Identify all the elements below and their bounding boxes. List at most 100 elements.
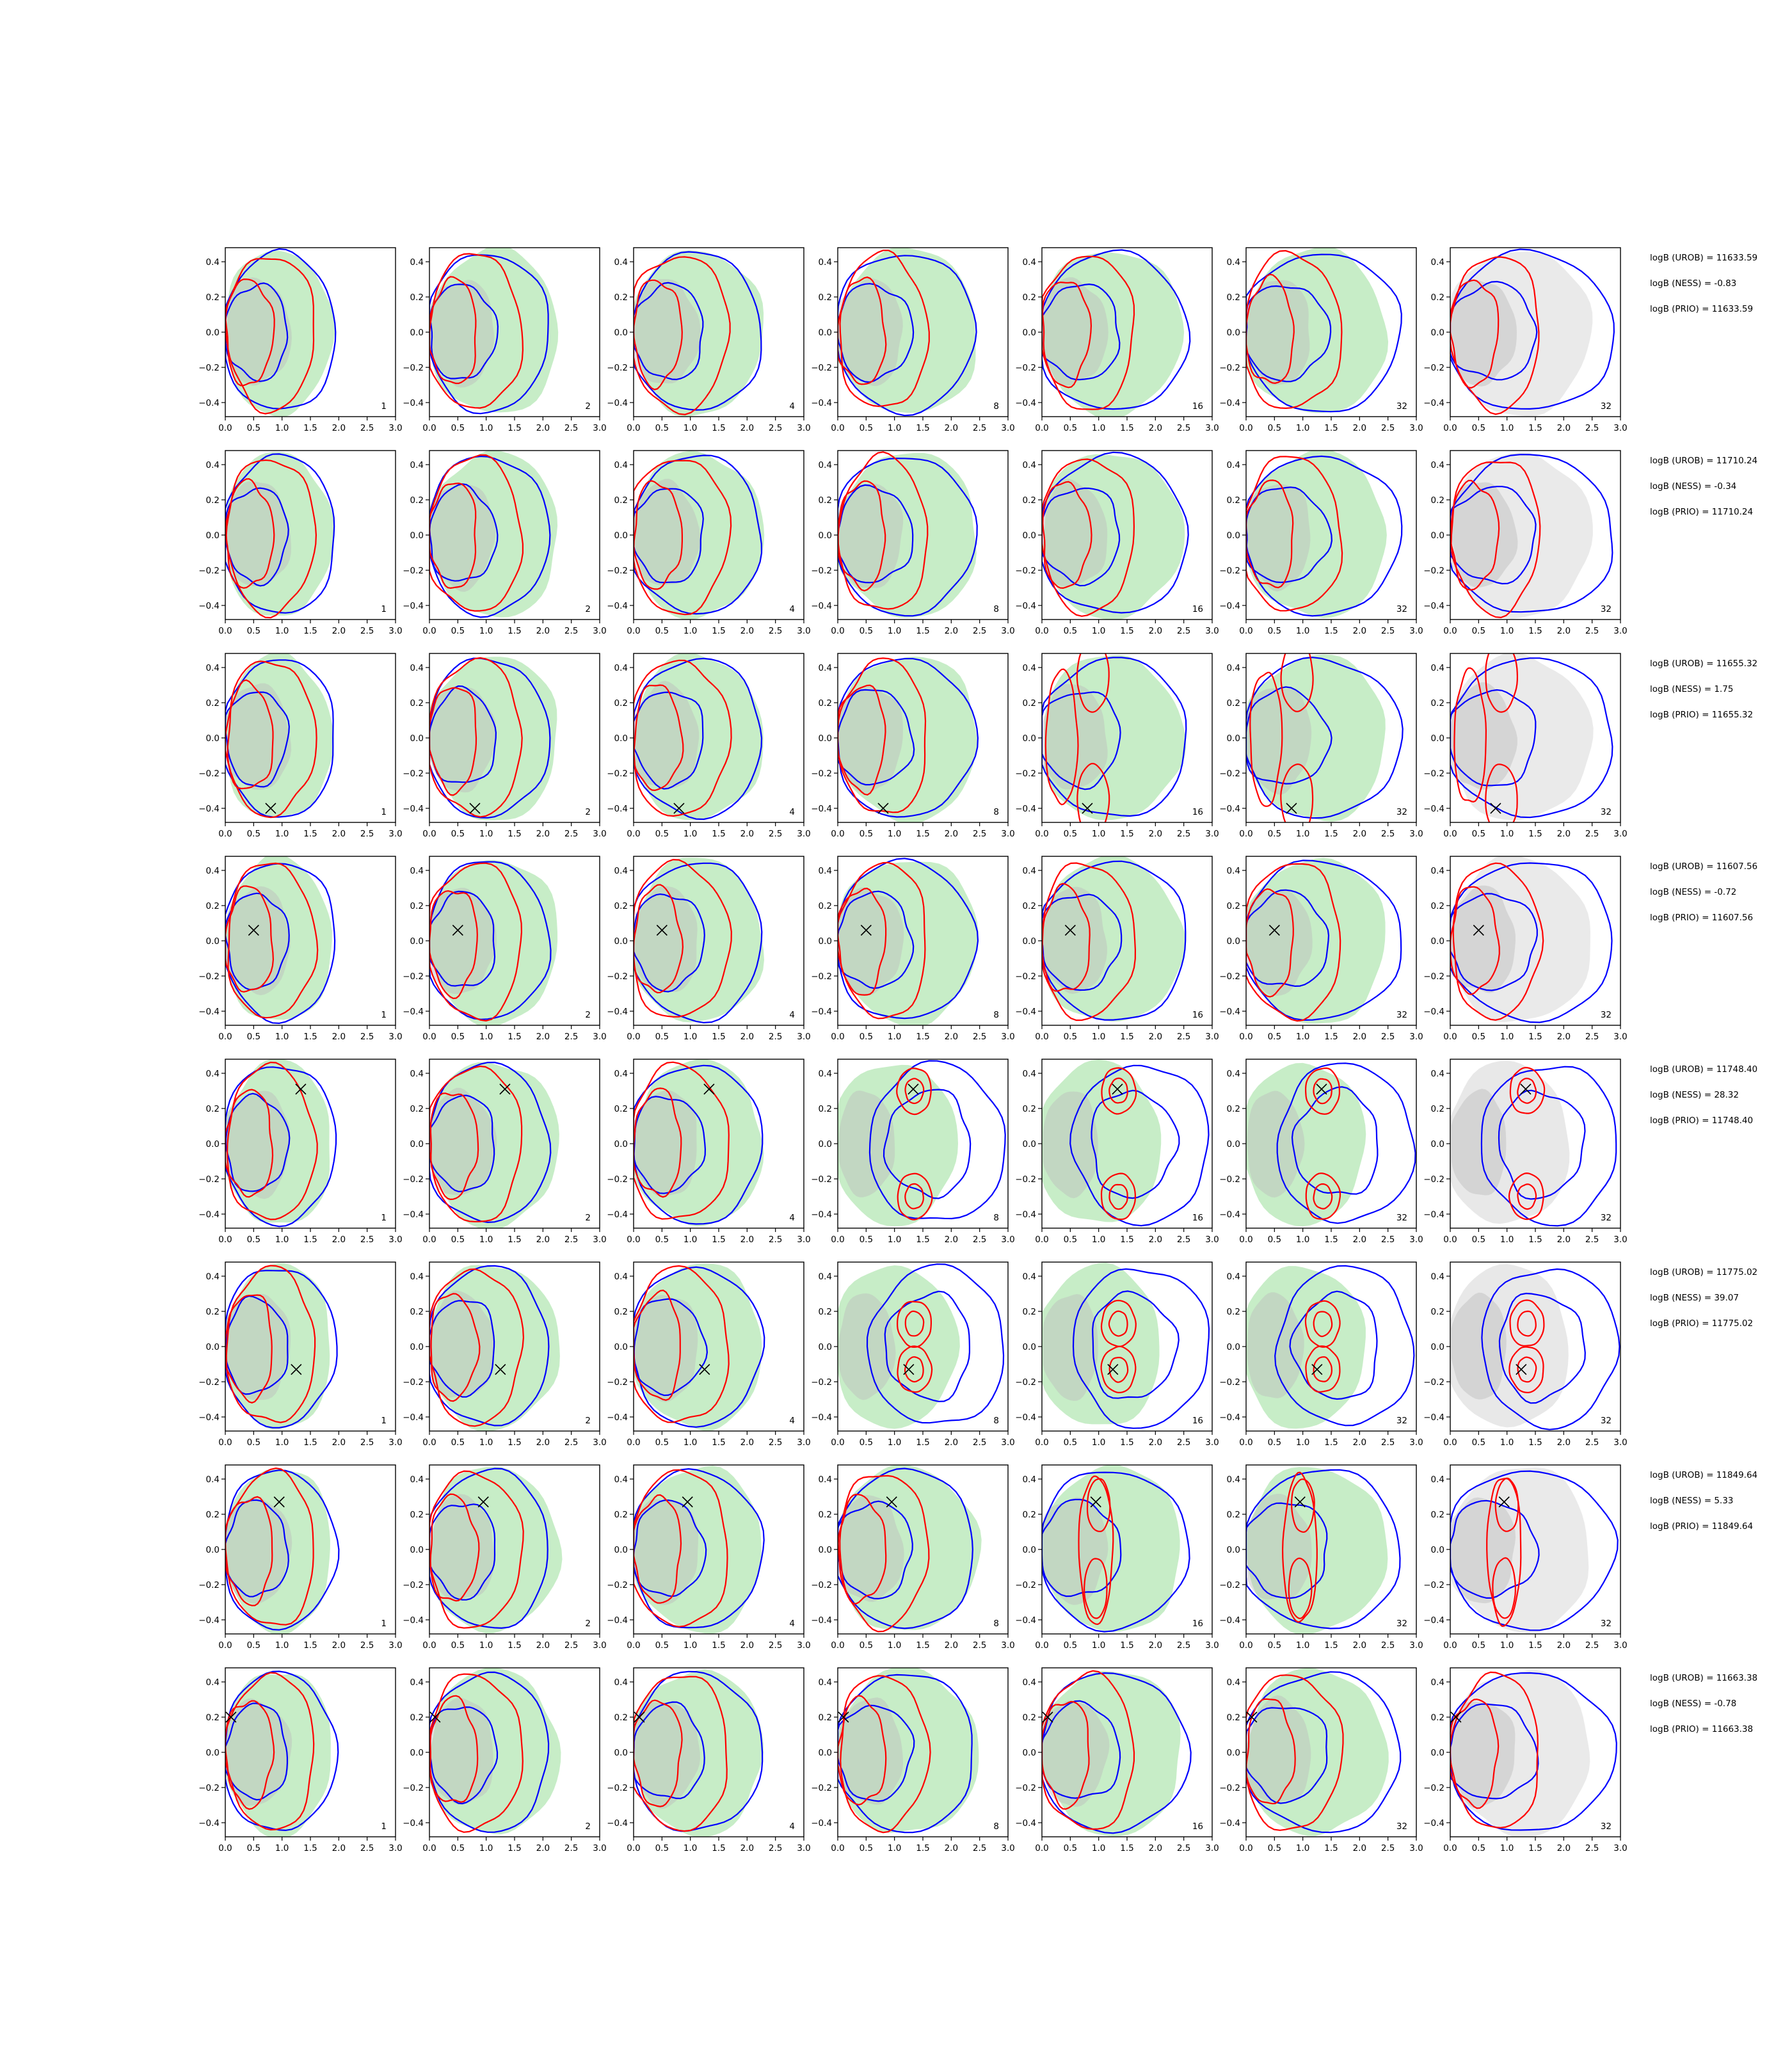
logb-ness-label: logB (NESS) = -0.72 bbox=[1650, 887, 1737, 897]
x-tick-label: 1.0 bbox=[888, 626, 901, 636]
red-contour bbox=[429, 657, 523, 818]
blue-contour bbox=[838, 1704, 915, 1802]
panel-number-label: 32 bbox=[1396, 807, 1407, 817]
x-tick-label: 1.0 bbox=[275, 1843, 289, 1853]
x-tick-label: 1.5 bbox=[1324, 1032, 1338, 1042]
panel-number-label: 32 bbox=[1601, 1213, 1612, 1223]
true-value-marker bbox=[673, 803, 685, 814]
y-tick-label: −0.4 bbox=[607, 1818, 628, 1828]
density-fill bbox=[1450, 1468, 1589, 1633]
x-tick-label: 1.0 bbox=[275, 1437, 289, 1448]
red-contour bbox=[1313, 1078, 1332, 1105]
y-tick-label: −0.4 bbox=[811, 398, 832, 408]
y-tick-label: 0.0 bbox=[206, 328, 220, 338]
y-tick-label: 0.0 bbox=[1431, 328, 1444, 338]
x-tick-label: 0.5 bbox=[860, 1235, 873, 1245]
panel-number-label: 2 bbox=[585, 604, 591, 614]
y-tick-label: 0.2 bbox=[614, 1307, 628, 1317]
y-tick-label: 0.2 bbox=[1023, 1510, 1036, 1520]
red-contour bbox=[1450, 461, 1541, 619]
red-contour bbox=[1100, 1345, 1137, 1394]
x-tick-label: 0.0 bbox=[1443, 1437, 1457, 1448]
red-contour bbox=[1042, 1670, 1135, 1830]
x-tick-label: 2.5 bbox=[360, 1032, 374, 1042]
x-tick-label: 0.0 bbox=[831, 1640, 844, 1651]
panel-number-label: 16 bbox=[1192, 1821, 1203, 1832]
logb-ness-label: logB (NESS) = -0.83 bbox=[1650, 278, 1737, 289]
density-fill bbox=[429, 657, 557, 820]
x-tick-label: 0.5 bbox=[451, 1032, 465, 1042]
density-fill bbox=[634, 250, 764, 417]
y-tick-label: 0.4 bbox=[819, 1069, 832, 1079]
y-tick-label: 0.4 bbox=[819, 1475, 832, 1485]
red-contour bbox=[1304, 1300, 1341, 1348]
density-fill bbox=[634, 1499, 699, 1605]
panel-number-label: 2 bbox=[585, 1619, 591, 1629]
red-contour bbox=[429, 253, 524, 409]
red-contour bbox=[634, 1265, 730, 1423]
y-tick-label: 0.0 bbox=[1431, 1139, 1444, 1149]
y-tick-label: −0.2 bbox=[1423, 972, 1444, 982]
blue-contour bbox=[1246, 486, 1333, 584]
x-tick-label: 0.0 bbox=[1443, 829, 1457, 839]
x-tick-label: 1.5 bbox=[1324, 626, 1338, 636]
x-tick-label: 3.0 bbox=[1613, 1437, 1627, 1448]
x-tick-label: 1.5 bbox=[1528, 829, 1542, 839]
x-tick-label: 0.5 bbox=[860, 626, 873, 636]
red-contour bbox=[896, 1300, 932, 1348]
x-tick-label: 1.5 bbox=[303, 1235, 317, 1245]
true-value-marker bbox=[656, 924, 668, 936]
blue-contour bbox=[634, 1670, 764, 1832]
density-fill bbox=[1451, 1701, 1516, 1808]
y-tick-label: −0.4 bbox=[198, 1210, 220, 1220]
x-tick-label: 1.0 bbox=[1296, 423, 1309, 433]
x-tick-label: 3.0 bbox=[1409, 1032, 1423, 1042]
true-value-marker bbox=[1082, 803, 1093, 814]
panel-number-label: 32 bbox=[1601, 807, 1612, 817]
density-fill bbox=[634, 479, 701, 586]
blue-contour bbox=[1498, 1089, 1586, 1200]
true-value-marker bbox=[1473, 924, 1484, 936]
y-tick-label: 0.0 bbox=[410, 1748, 424, 1758]
x-tick-label: 2.5 bbox=[1177, 1640, 1190, 1651]
y-tick-label: 0.0 bbox=[206, 1139, 220, 1149]
panel-r7-c7: 0.0 0.5 1.0 1.5 2.0 2.5 3.0 0.4 0.2 0.0 −0.2 −0.4 32 bbox=[1423, 1464, 1628, 1651]
x-tick-label: 2.5 bbox=[1381, 1235, 1395, 1245]
density-fill bbox=[838, 657, 977, 822]
x-tick-label: 0.5 bbox=[860, 1437, 873, 1448]
x-tick-label: 1.0 bbox=[1296, 1032, 1309, 1042]
panel-number-label: 1 bbox=[381, 401, 387, 412]
true-value-marker bbox=[1286, 803, 1297, 814]
true-value-marker bbox=[429, 1711, 441, 1723]
red-contour bbox=[1246, 1698, 1296, 1805]
y-tick-label: 0.2 bbox=[206, 292, 220, 303]
x-tick-label: 1.0 bbox=[275, 1235, 289, 1245]
blue-contour bbox=[1450, 248, 1615, 410]
red-contour bbox=[1249, 671, 1283, 807]
y-tick-label: 0.4 bbox=[614, 257, 628, 268]
y-tick-label: −0.4 bbox=[1015, 398, 1036, 408]
blue-contour bbox=[634, 1096, 707, 1194]
x-tick-label: 1.5 bbox=[712, 1843, 725, 1853]
y-tick-label: 0.2 bbox=[819, 1104, 832, 1114]
red-contour bbox=[1078, 1475, 1114, 1626]
panel-number-label: 1 bbox=[381, 1619, 387, 1629]
density-fill bbox=[226, 1496, 292, 1604]
y-tick-label: 0.2 bbox=[614, 1104, 628, 1114]
y-tick-label: 0.0 bbox=[410, 936, 424, 947]
y-tick-label: −0.2 bbox=[811, 769, 832, 779]
x-tick-label: 3.0 bbox=[1205, 1640, 1219, 1651]
density-fill bbox=[1247, 1091, 1305, 1198]
blue-contour bbox=[1246, 889, 1330, 988]
x-tick-label: 2.0 bbox=[740, 1437, 754, 1448]
x-tick-label: 0.0 bbox=[1239, 1437, 1252, 1448]
red-contour bbox=[904, 1183, 924, 1210]
x-tick-label: 2.5 bbox=[1585, 423, 1599, 433]
x-tick-label: 2.5 bbox=[973, 1437, 986, 1448]
x-tick-label: 0.0 bbox=[1035, 423, 1048, 433]
density-fill bbox=[838, 1265, 960, 1429]
panel-r3-c3: 0.0 0.5 1.0 1.5 2.0 2.5 3.0 0.4 0.2 0.0 −0.2 −0.4 4 bbox=[607, 653, 811, 839]
x-tick-label: 1.5 bbox=[712, 1235, 725, 1245]
x-tick-label: 0.0 bbox=[422, 1235, 436, 1245]
panel-r5-c4: 0.0 0.5 1.0 1.5 2.0 2.5 3.0 0.4 0.2 0.0 −0.2 −0.4 8 bbox=[811, 1059, 1015, 1245]
